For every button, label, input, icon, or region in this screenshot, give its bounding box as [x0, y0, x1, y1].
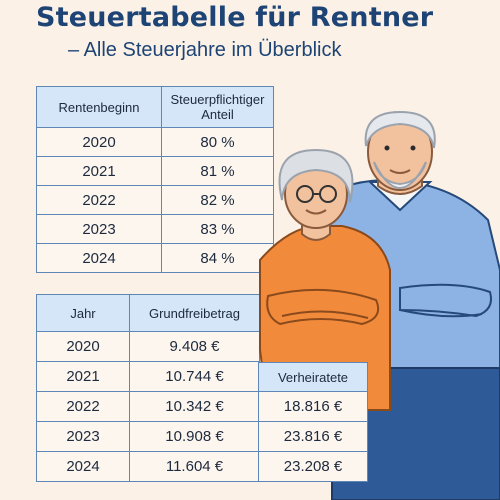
table-row: 2024 84 %	[36, 243, 274, 273]
cell-amount: 18.816 €	[258, 391, 368, 422]
cell-anteil: 80 %	[161, 127, 274, 157]
column-header-grundfreibetrag: Grundfreibetrag	[129, 294, 260, 332]
cell-amount: 11.604 €	[129, 451, 260, 482]
cell-year: 2021	[36, 156, 162, 186]
column-header-rentenbeginn: Rentenbeginn	[36, 86, 162, 128]
column-header-steuerpflichtiger-anteil: Steuerpflichtiger Anteil	[161, 86, 274, 128]
rentenbeginn-table: Rentenbeginn Steuerpflichtiger Anteil 20…	[36, 86, 274, 273]
cell-anteil: 84 %	[161, 243, 274, 273]
table-row: 18.816 €	[258, 391, 368, 422]
cell-anteil: 83 %	[161, 214, 274, 244]
table-row: 2020 9.408 €	[36, 331, 260, 362]
table-row: 23.208 €	[258, 451, 368, 482]
cell-year: 2023	[36, 214, 162, 244]
cell-year: 2024	[36, 451, 130, 482]
cell-year: 2020	[36, 331, 130, 362]
cell-amount: 10.744 €	[129, 361, 260, 392]
column-header-verheiratete: Verheiratete	[258, 362, 368, 392]
cell-year: 2021	[36, 361, 130, 392]
cell-year: 2020	[36, 127, 162, 157]
table-header-row: Rentenbeginn Steuerpflichtiger Anteil	[36, 86, 274, 128]
page-subtitle: – Alle Steuerjahre im Überblick	[68, 39, 342, 61]
table-row: 2023 83 %	[36, 214, 274, 244]
cell-amount: 10.908 €	[129, 421, 260, 452]
cell-anteil: 81 %	[161, 156, 274, 186]
cell-year: 2024	[36, 243, 162, 273]
cell-amount: 23.208 €	[258, 451, 368, 482]
cell-amount: 23.816 €	[258, 421, 368, 452]
cell-anteil: 82 %	[161, 185, 274, 215]
table-row: 2022 82 %	[36, 185, 274, 215]
cell-year: 2022	[36, 185, 162, 215]
table-row: 2023 10.908 €	[36, 421, 260, 452]
table-row: 2020 80 %	[36, 127, 274, 157]
table-header-row: Jahr Grundfreibetrag	[36, 294, 260, 332]
cell-year: 2022	[36, 391, 130, 422]
column-header-jahr: Jahr	[36, 294, 130, 332]
table-header-row: Verheiratete	[258, 362, 368, 392]
page-title: Steuertabelle für Rentner	[36, 2, 434, 33]
cell-year: 2023	[36, 421, 130, 452]
verheiratete-table: Verheiratete 18.816 € 23.816 € 23.208 €	[258, 362, 368, 482]
table-row: 2022 10.342 €	[36, 391, 260, 422]
cell-amount: 10.342 €	[129, 391, 260, 422]
table-row: 2021 10.744 €	[36, 361, 260, 392]
grundfreibetrag-table: Jahr Grundfreibetrag 2020 9.408 € 2021 1…	[36, 294, 260, 482]
table-row: 23.816 €	[258, 421, 368, 452]
cell-amount: 9.408 €	[129, 331, 260, 362]
table-row: 2024 11.604 €	[36, 451, 260, 482]
table-row: 2021 81 %	[36, 156, 274, 186]
